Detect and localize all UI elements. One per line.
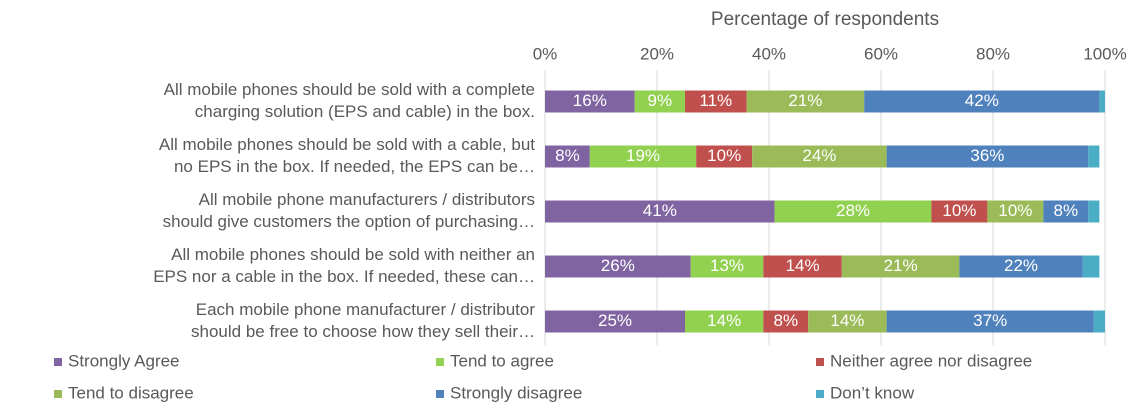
value-label: 13% (710, 256, 744, 275)
bar-segment (1093, 310, 1105, 333)
axis-title: Percentage of respondents (711, 9, 939, 30)
bar-segment (841, 255, 960, 278)
x-tick-label: 0% (533, 44, 558, 63)
y-tick-label: All mobile phones should be sold with a … (159, 135, 535, 154)
bar-segment (696, 145, 753, 168)
legend-swatch (436, 390, 444, 398)
value-label: 21% (884, 256, 918, 275)
legend-swatch (816, 358, 824, 366)
legend-label: Tend to agree (450, 351, 554, 370)
bar-segment (1088, 200, 1100, 223)
legend-label: Tend to disagree (68, 383, 194, 402)
value-label: 9% (648, 91, 673, 110)
legend-label: Don’t know (830, 383, 915, 402)
value-label: 8% (1054, 201, 1079, 220)
bar-segment (589, 145, 697, 168)
value-label: 26% (601, 256, 635, 275)
value-label: 14% (707, 311, 741, 330)
x-tick-label: 60% (864, 44, 898, 63)
y-tick-label: should give customers the option of purc… (163, 212, 535, 231)
y-tick-label: charging solution (EPS and cable) in the… (195, 102, 535, 121)
y-tick-label: All mobile phones should be sold with a … (164, 80, 535, 99)
value-label: 10% (707, 146, 741, 165)
x-tick-label: 80% (976, 44, 1010, 63)
y-tick-label: All mobile phones should be sold with ne… (171, 245, 535, 264)
bar-segment (1099, 90, 1105, 113)
y-tick-label: All mobile phone manufacturers / distrib… (199, 190, 535, 209)
y-tick-label: Each mobile phone manufacturer / distrib… (196, 300, 536, 319)
bar-segment (763, 310, 809, 333)
legend-label: Strongly Agree (68, 351, 180, 370)
value-label: 37% (973, 311, 1007, 330)
bar-segment (886, 310, 1094, 333)
value-label: 16% (573, 91, 607, 110)
bar-segment (959, 255, 1083, 278)
value-label: 10% (998, 201, 1032, 220)
bar-segment (1088, 145, 1100, 168)
bar-segment (690, 255, 764, 278)
bar-segment (931, 200, 988, 223)
bar-segment (763, 255, 842, 278)
bar-segment (1043, 200, 1089, 223)
bar-segment (545, 255, 691, 278)
value-label: 24% (802, 146, 836, 165)
y-tick-label: should be free to choose how they sell t… (191, 322, 535, 341)
value-label: 28% (836, 201, 870, 220)
bar-segment (864, 90, 1100, 113)
bar-segment (545, 90, 635, 113)
bar-segment (987, 200, 1044, 223)
legend-swatch (54, 358, 62, 366)
bar-segment (685, 90, 747, 113)
x-tick-label: 20% (640, 44, 674, 63)
bar-segment (545, 145, 590, 168)
value-label: 11% (699, 91, 732, 110)
value-label: 25% (598, 311, 632, 330)
bar-segment (746, 90, 865, 113)
value-label: 14% (786, 256, 820, 275)
y-tick-label: no EPS in the box. If needed, the EPS ca… (174, 157, 535, 176)
bar-segment (634, 90, 685, 113)
value-label: 8% (555, 146, 580, 165)
y-tick-label: EPS nor a cable in the box. If needed, t… (153, 267, 535, 286)
x-tick-label: 100% (1083, 44, 1126, 63)
bar-segment (545, 200, 775, 223)
x-tick-label: 40% (752, 44, 786, 63)
value-label: 42% (965, 91, 999, 110)
bar-segment (685, 310, 764, 333)
bar-segment (774, 200, 932, 223)
value-label: 36% (970, 146, 1004, 165)
bar-segment (545, 310, 685, 333)
value-label: 14% (830, 311, 864, 330)
bar-segment (1082, 255, 1100, 278)
bar-segment (808, 310, 887, 333)
value-label: 21% (788, 91, 822, 110)
value-label: 22% (1004, 256, 1038, 275)
bar-segment (886, 145, 1089, 168)
legend-swatch (816, 390, 824, 398)
bar-segment (752, 145, 887, 168)
legend-swatch (54, 390, 62, 398)
legend-label: Strongly disagree (450, 383, 582, 402)
value-label: 19% (626, 146, 660, 165)
value-label: 41% (643, 201, 677, 220)
value-label: 8% (774, 311, 799, 330)
legend-label: Neither agree nor disagree (830, 351, 1032, 370)
value-label: 10% (942, 201, 976, 220)
legend-swatch (436, 358, 444, 366)
